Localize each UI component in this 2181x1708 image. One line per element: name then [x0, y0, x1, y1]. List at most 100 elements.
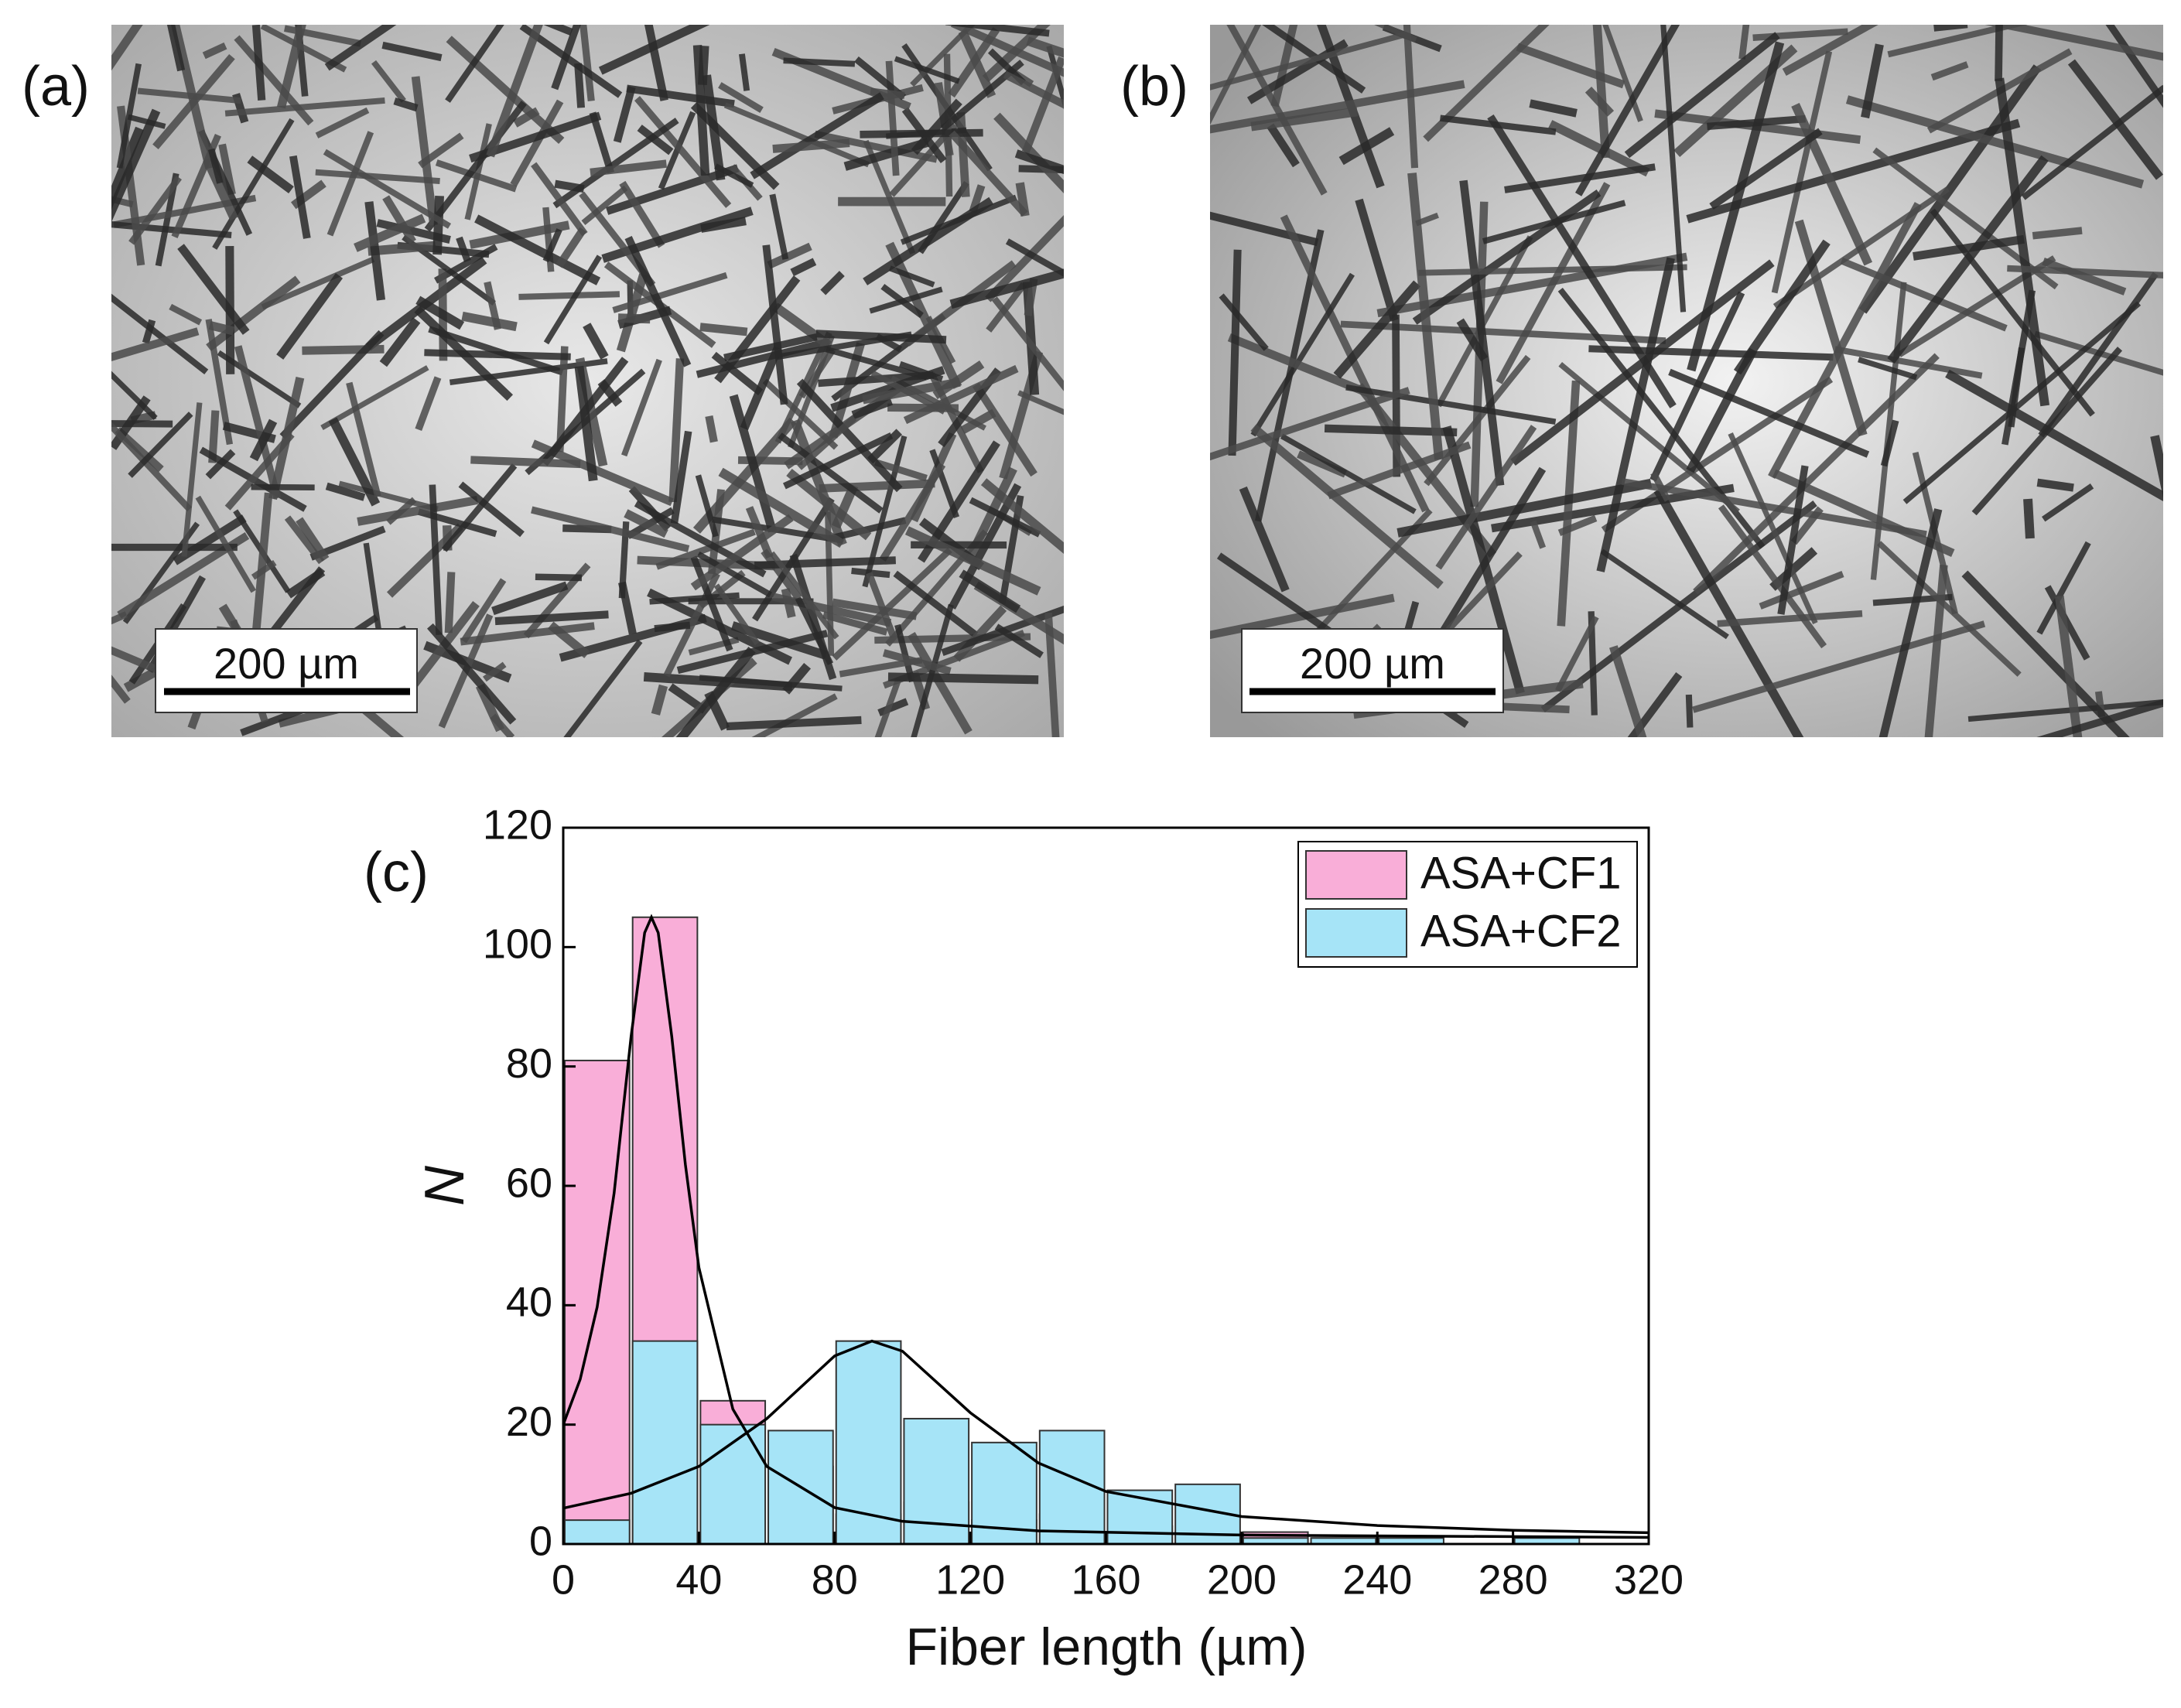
fiber: [1686, 347, 1758, 473]
fiber: [870, 87, 905, 99]
fiber: [888, 265, 935, 288]
fibers: [111, 25, 1064, 737]
fiber: [531, 162, 588, 237]
fiber: [1228, 249, 1242, 456]
fiber: [491, 581, 569, 616]
fiber: [543, 25, 573, 36]
fiber: [619, 180, 665, 248]
fiber: [740, 346, 782, 431]
scale-bar-label: 200 µm: [214, 639, 359, 688]
fiber: [908, 631, 973, 735]
fiber: [903, 364, 1019, 425]
fiber: [1752, 28, 1848, 41]
fiber: [470, 456, 581, 469]
fiber: [885, 529, 988, 647]
fiber: [718, 467, 845, 548]
x-tick-label: 240: [1342, 1556, 1412, 1603]
fiber: [379, 317, 421, 367]
fiber: [950, 25, 1064, 77]
fiber: [128, 175, 182, 245]
fiber: [1210, 25, 1262, 125]
fiber: [887, 672, 1039, 685]
fiber: [626, 84, 735, 108]
y-tick-label: 60: [506, 1160, 552, 1206]
fiber: [668, 358, 685, 503]
fiber: [1858, 64, 2042, 314]
fiber: [2038, 272, 2159, 438]
fiber: [1014, 149, 1064, 175]
fiber: [116, 63, 142, 169]
fiber: [778, 432, 884, 514]
bar: [631, 1340, 699, 1545]
fiber: [1592, 25, 1611, 159]
fiber: [441, 463, 518, 552]
fiber: [1548, 120, 1650, 177]
fiber: [782, 663, 812, 695]
fiber: [1995, 77, 2050, 407]
fiber: [460, 578, 507, 644]
fiber: [1280, 433, 1417, 514]
fiber: [552, 118, 679, 209]
fiber: [1877, 541, 2022, 677]
fiber: [1845, 95, 2145, 189]
x-tick-label: 40: [675, 1556, 722, 1603]
fiber: [1693, 353, 1940, 595]
fiber: [796, 378, 903, 493]
fiber: [1718, 504, 1827, 649]
fiber: [696, 338, 830, 378]
bar: [564, 1519, 631, 1545]
fiber: [589, 111, 614, 174]
fiber: [367, 241, 436, 256]
fiber: [296, 517, 330, 562]
x-axis-title: Fiber length (µm): [905, 1617, 1307, 1676]
fiber: [326, 131, 374, 237]
scale-bar-box: [1241, 628, 1504, 713]
fiber: [651, 684, 668, 716]
fiber: [1913, 234, 2025, 261]
fiber: [634, 96, 732, 208]
fiber: [695, 474, 719, 538]
fiber: [1044, 612, 1060, 737]
fiber: [790, 418, 847, 547]
fiber: [357, 495, 478, 526]
fiber: [328, 417, 381, 507]
fiber: [1685, 694, 1694, 728]
fiber: [1621, 477, 1927, 538]
fiber: [513, 107, 540, 128]
fiber: [207, 148, 224, 184]
fiber: [825, 346, 928, 381]
fiber: [574, 365, 598, 482]
fiber: [959, 569, 1021, 613]
fiber: [445, 25, 504, 103]
fiber: [782, 432, 894, 490]
fiber: [723, 102, 870, 168]
fiber: [247, 155, 294, 194]
fiber: [381, 41, 443, 62]
fiber: [424, 349, 571, 360]
fiber: [945, 25, 1050, 37]
fiber: [324, 25, 397, 71]
fiber: [637, 125, 674, 155]
fiber: [1558, 361, 1740, 514]
fiber: [1557, 514, 1598, 536]
fiber: [1961, 570, 2130, 737]
fiber: [885, 241, 962, 389]
fiber: [426, 623, 517, 725]
fiber: [1902, 301, 2142, 504]
fiber: [644, 25, 668, 101]
fiber: [711, 351, 764, 396]
fiber: [790, 258, 817, 277]
x-tick-label: 280: [1478, 1556, 1548, 1603]
fiber: [1924, 564, 1948, 737]
fiber: [769, 193, 789, 260]
fiber: [415, 376, 442, 431]
fiber: [949, 268, 1064, 309]
fiber: [696, 551, 772, 598]
fiber: [867, 429, 902, 464]
fiber: [181, 402, 203, 557]
fiber: [2023, 498, 2035, 539]
legend-swatch: [1305, 850, 1407, 900]
fiber: [1250, 272, 1355, 437]
fiber: [581, 185, 628, 226]
fiber: [767, 242, 812, 269]
